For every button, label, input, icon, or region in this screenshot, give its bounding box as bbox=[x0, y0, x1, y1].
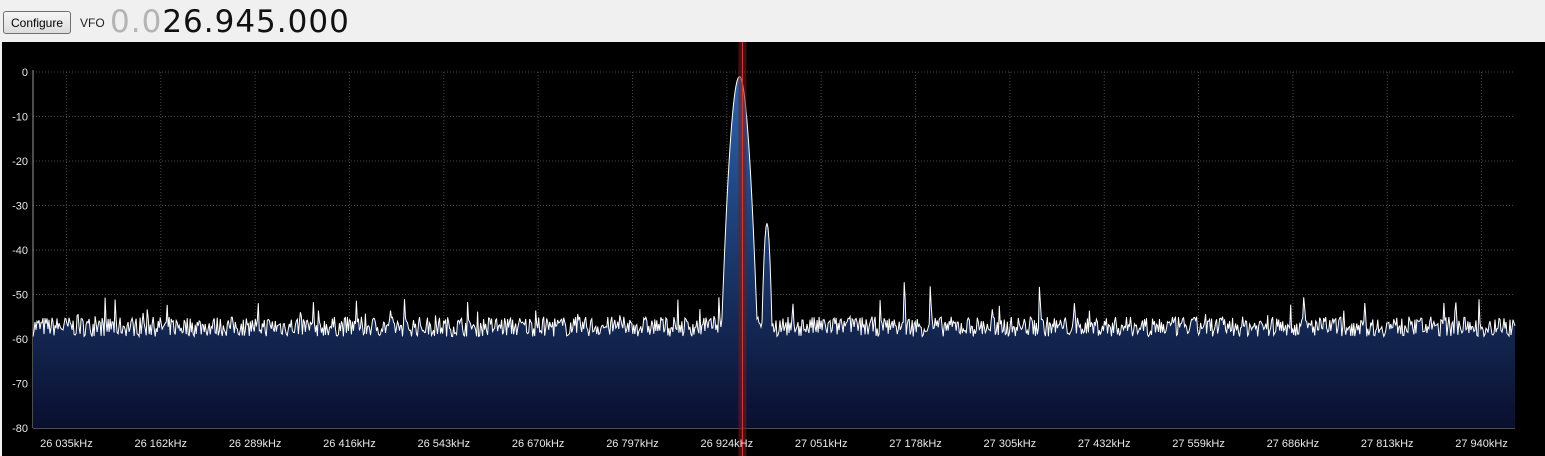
x-tick-label: 27 305kHz bbox=[984, 438, 1037, 450]
y-tick-label: -80 bbox=[12, 423, 28, 435]
vfo-leading-digits[interactable]: 0.0 bbox=[110, 4, 163, 40]
x-tick-label: 26 543kHz bbox=[418, 438, 471, 450]
x-tick-label: 27 051kHz bbox=[795, 438, 848, 450]
spectrum-trace bbox=[32, 76, 1516, 339]
x-tick-label: 26 289kHz bbox=[229, 438, 282, 450]
x-tick-label: 27 940kHz bbox=[1455, 438, 1508, 450]
y-tick-label: -30 bbox=[12, 201, 28, 213]
y-tick-label: 0 bbox=[22, 67, 28, 79]
spectrum-chart[interactable]: 0 -10 -20 -30 -40 -50 -60 -70 -80 26 035kHz 26 162… bbox=[2, 42, 1545, 456]
x-tick-label: 27 559kHz bbox=[1172, 438, 1225, 450]
toolbar: Configure VFO 0.026.945.000 bbox=[0, 0, 1545, 42]
x-tick-label: 27 686kHz bbox=[1267, 438, 1320, 450]
x-tick-label: 26 035kHz bbox=[40, 438, 93, 450]
x-tick-label: 27 432kHz bbox=[1078, 438, 1131, 450]
x-tick-label: 26 162kHz bbox=[134, 438, 187, 450]
x-tick-label: 26 670kHz bbox=[512, 438, 565, 450]
y-tick-label: -70 bbox=[12, 379, 28, 391]
x-tick-label: 26 924kHz bbox=[701, 438, 754, 450]
y-tick-label: -10 bbox=[12, 112, 28, 124]
spectrum-display[interactable]: 0 -10 -20 -30 -40 -50 -60 -70 -80 26 035kHz 26 162… bbox=[2, 42, 1545, 456]
y-tick-label: -40 bbox=[12, 245, 28, 257]
x-tick-label: 27 178kHz bbox=[889, 438, 942, 450]
y-tick-label: -20 bbox=[12, 156, 28, 168]
x-tick-label: 26 416kHz bbox=[323, 438, 376, 450]
y-tick-label: -60 bbox=[12, 334, 28, 346]
configure-button[interactable]: Configure bbox=[3, 11, 71, 34]
x-tick-label: 27 813kHz bbox=[1361, 438, 1414, 450]
spectrum-fill bbox=[33, 76, 1515, 428]
x-tick-label: 26 797kHz bbox=[606, 438, 659, 450]
y-tick-label: -50 bbox=[12, 290, 28, 302]
vfo-digits[interactable]: 26.945.000 bbox=[162, 4, 350, 40]
vfo-frequency-display[interactable]: 0.026.945.000 bbox=[110, 2, 350, 42]
vfo-label: VFO bbox=[80, 16, 105, 30]
